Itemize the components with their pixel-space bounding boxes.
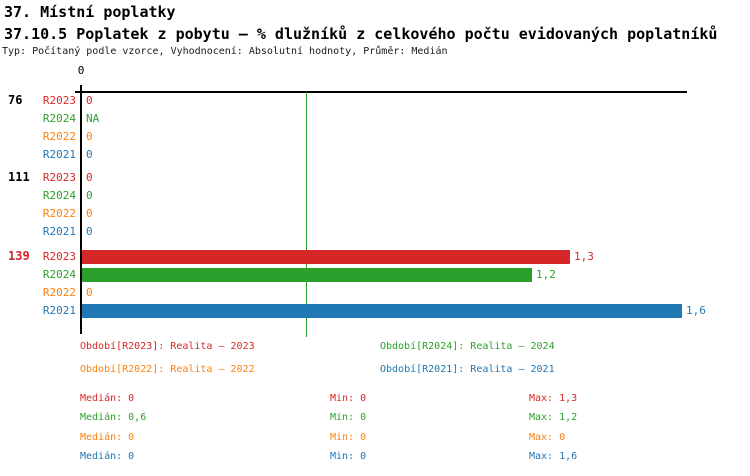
bar-value-label: 1,2: [536, 268, 556, 281]
bar-value-label: NA: [86, 112, 100, 125]
bar-value-label: 1,3: [574, 250, 594, 263]
bar-value-label: 0: [86, 148, 93, 161]
group-label: 139: [8, 249, 30, 263]
series-label: R2022: [42, 286, 76, 299]
bar-value-label: 0: [86, 130, 93, 143]
series-label: R2024: [42, 189, 76, 202]
page-title: 37. Místní poplatky: [4, 3, 176, 21]
median-line: [306, 92, 307, 337]
bar-value-label: 0: [86, 207, 93, 220]
series-label: R2023: [42, 94, 76, 107]
chart-subtitle: 37.10.5 Poplatek z pobytu – % dlužníků z…: [4, 25, 718, 43]
stat-median: Medián: 0: [80, 393, 135, 404]
bar-value-label: 0: [86, 225, 93, 238]
stat-min: Min: 0: [330, 432, 367, 443]
series-label: R2022: [42, 130, 76, 143]
bar: [82, 268, 532, 282]
stat-min: Min: 0: [330, 412, 367, 423]
axis-tick-label: 0: [77, 64, 85, 77]
y-axis-line: [80, 85, 82, 334]
stat-median: Medián: 0,6: [80, 412, 147, 423]
series-label: R2022: [42, 207, 76, 220]
series-label: R2024: [42, 268, 76, 281]
x-axis-line: [75, 91, 687, 93]
series-label: R2021: [42, 148, 76, 161]
stat-min: Min: 0: [330, 451, 367, 462]
stats-row: Medián: 0 Min: 0 Max: 1,6: [0, 451, 750, 463]
stat-min: Min: 0: [330, 393, 367, 404]
series-label: R2021: [42, 304, 76, 317]
series-label: R2023: [42, 171, 76, 184]
stats-row: Medián: 0 Min: 0 Max: 0: [0, 432, 750, 444]
bar: [82, 304, 682, 318]
stat-median: Medián: 0: [80, 432, 135, 443]
bar-value-label: 0: [86, 189, 93, 202]
legend-item: Období[R2022]: Realita – 2022: [80, 364, 255, 375]
series-label: R2023: [42, 250, 76, 263]
bar-value-label: 1,6: [686, 304, 706, 317]
bar: [82, 250, 570, 264]
legend-item: Období[R2024]: Realita – 2024: [380, 341, 555, 352]
legend-item: Období[R2021]: Realita – 2021: [380, 364, 555, 375]
bar-value-label: 0: [86, 171, 93, 184]
group-label: 111: [8, 170, 30, 184]
series-label: R2021: [42, 225, 76, 238]
group-label: 76: [8, 93, 23, 107]
stat-median: Medián: 0: [80, 451, 135, 462]
stats-row: Medián: 0,6 Min: 0 Max: 1,2: [0, 412, 750, 424]
stats-row: Medián: 0 Min: 0 Max: 1,3: [0, 393, 750, 405]
legend-item: Období[R2023]: Realita – 2023: [80, 341, 255, 352]
bar-value-label: 0: [86, 286, 93, 299]
bar-value-label: 0: [86, 94, 93, 107]
stat-max: Max: 1,3: [529, 393, 578, 404]
stat-max: Max: 0: [529, 432, 566, 443]
series-label: R2024: [42, 112, 76, 125]
chart-meta: Typ: Počítaný podle vzorce, Vyhodnocení:…: [2, 46, 448, 57]
bar-chart: 0 76 R2023 0 R2024 NA R2022 0 R2021 0 111 R2023 0 R2…: [0, 62, 750, 347]
stat-max: Max: 1,6: [529, 451, 578, 462]
stat-max: Max: 1,2: [529, 412, 578, 423]
